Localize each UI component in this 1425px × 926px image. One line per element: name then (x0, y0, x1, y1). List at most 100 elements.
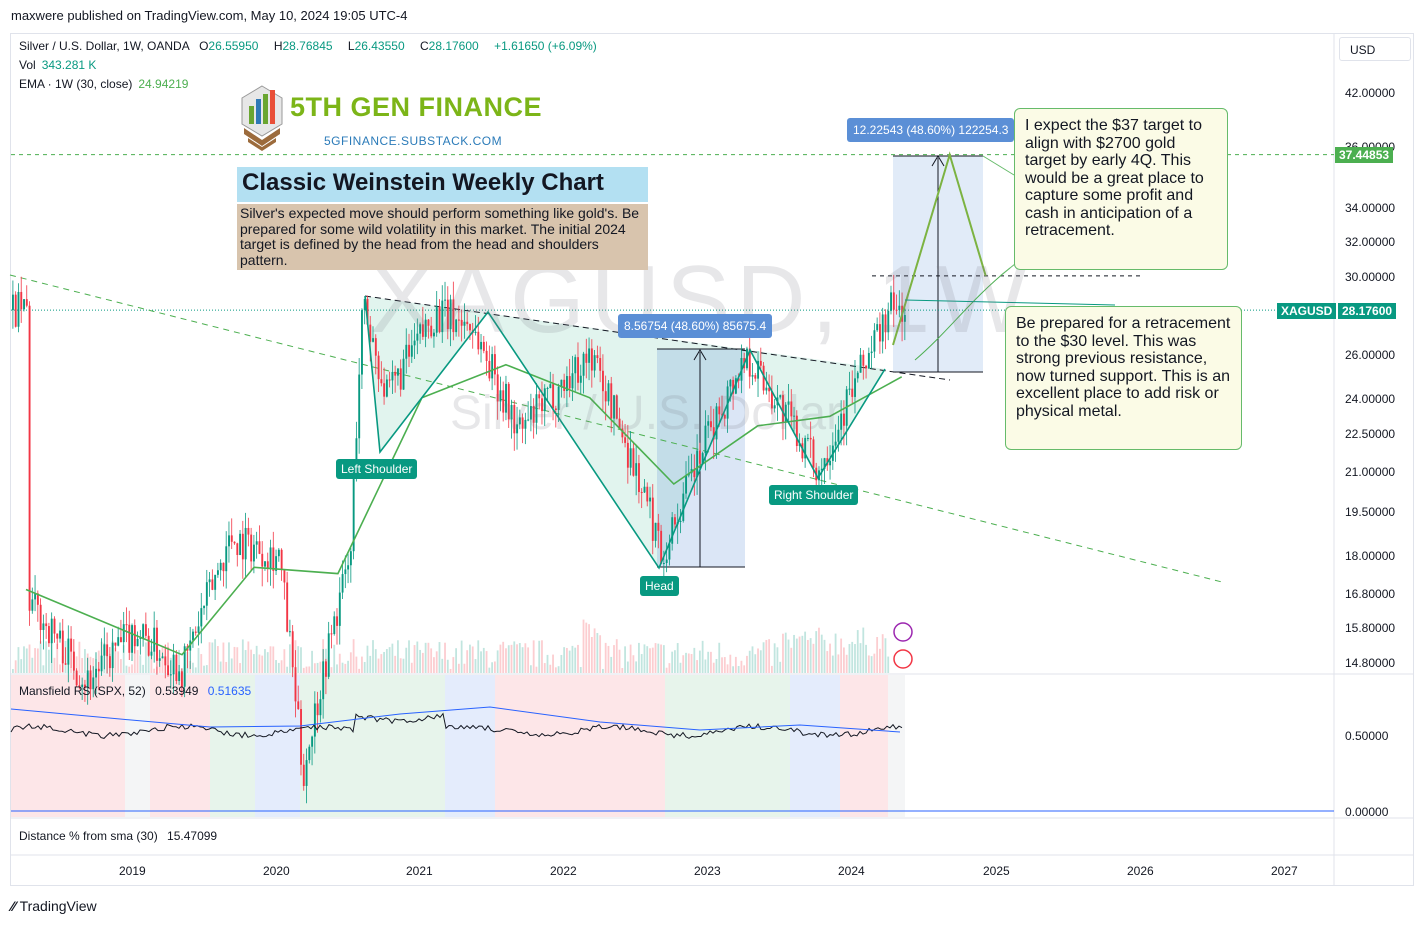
volume-bar (20, 659, 23, 673)
volume-bar (665, 667, 668, 673)
rs-zone-band (790, 675, 840, 817)
volume-bar (851, 641, 854, 673)
candle-body (665, 559, 668, 564)
label-right-shoulder[interactable]: Right Shoulder (769, 485, 859, 505)
volume-bar (446, 659, 449, 673)
candle-body (765, 387, 768, 391)
candle-body (269, 547, 272, 569)
volume-bar (887, 656, 890, 673)
candle-body (812, 439, 815, 468)
volume-bar (385, 649, 388, 673)
description-box[interactable]: Silver's expected move should perform so… (237, 204, 648, 270)
candle-body (103, 644, 106, 656)
candle-body (12, 294, 14, 311)
volume-bar (862, 627, 865, 673)
measure-arrowhead (693, 349, 707, 361)
candle-body (474, 331, 477, 334)
candle-body (477, 331, 480, 350)
candle-body (535, 394, 538, 423)
volume-bar (662, 645, 665, 673)
symbol-name: Silver / U.S. Dollar, 1W, OANDA (19, 39, 190, 53)
ema-legend[interactable]: EMA · 1W (30, close) 24.94219 (19, 77, 194, 91)
candle-body (779, 395, 782, 398)
volume-bar (142, 664, 144, 673)
volume-bar (480, 651, 482, 673)
candle-body (438, 306, 441, 333)
volume-bar (685, 652, 687, 673)
candle-body (524, 419, 527, 429)
candle-body (42, 623, 45, 630)
volume-bar (507, 645, 510, 673)
volume-bar (216, 646, 219, 673)
candle-body (100, 655, 103, 672)
rs-zone-band (888, 675, 905, 817)
candle-body (674, 517, 676, 525)
label-left-shoulder[interactable]: Left Shoulder (336, 459, 418, 479)
volume-bar (787, 639, 790, 673)
volume-bar (657, 643, 660, 673)
tradingview-footer[interactable]: ⁄⁄ TradingView (11, 898, 97, 914)
measure-label-head[interactable]: 8.56754 (48.60%) 85675.4 (618, 314, 773, 338)
candle-body (250, 534, 253, 562)
candle-body (70, 638, 73, 652)
volume-bar (308, 666, 311, 673)
candle-body (898, 305, 901, 310)
rs-zone-band (560, 675, 620, 817)
candle-body (244, 527, 247, 560)
candle-body (194, 631, 197, 633)
candle-body (768, 387, 771, 392)
candle-body (366, 298, 369, 325)
candle-body (36, 593, 39, 605)
chart-title-box[interactable]: Classic Weinstein Weekly Chart (237, 167, 648, 202)
volume-bar (873, 653, 876, 673)
symbol-legend[interactable]: Silver / U.S. Dollar, 1W, OANDA O26.5595… (19, 39, 603, 53)
candle-body (383, 383, 386, 397)
candle-body (543, 388, 546, 412)
open-label: O (199, 39, 209, 53)
candle-body (78, 685, 81, 688)
label-head[interactable]: Head (640, 576, 679, 596)
note-top[interactable]: I expect the $37 target to align with $2… (1014, 108, 1228, 270)
candle-body (385, 379, 388, 397)
volume-bar (266, 652, 269, 673)
currency-button[interactable]: USD (1339, 37, 1411, 61)
distance-legend[interactable]: Distance % from sma (30) 15.47099 (19, 829, 223, 843)
candle-body (158, 658, 161, 661)
candle-body (452, 299, 455, 333)
candle-body (225, 546, 228, 572)
volume-bar (748, 650, 751, 673)
candle-body (435, 306, 438, 333)
candle-body (405, 344, 408, 359)
candle-body (28, 305, 31, 611)
close-label: C (419, 39, 429, 53)
candle-body (651, 497, 654, 541)
volume-bar (330, 667, 333, 673)
candle-body (164, 656, 167, 666)
volume-bar (820, 634, 823, 673)
volume-bar (690, 654, 693, 673)
candle-body (136, 638, 139, 647)
candle-body (419, 324, 422, 334)
volume-bar (806, 639, 809, 673)
volume-bar (643, 644, 646, 673)
volume-value: 343.281 K (41, 58, 97, 72)
mansfield-legend[interactable]: Mansfield RS (SPX, 52) 0.53949 0.51635 (19, 684, 257, 698)
volume-bar (881, 634, 884, 673)
candle-body (903, 315, 906, 322)
candle-body (646, 486, 649, 502)
volume-legend[interactable]: Vol 343.281 K (19, 58, 102, 72)
low-label: L (347, 39, 355, 53)
candle-body (660, 530, 663, 564)
volume-bar (333, 644, 336, 673)
note-bottom[interactable]: Be prepared for a retracement to the $30… (1005, 306, 1242, 450)
volume-bar (876, 637, 879, 673)
candle-body (638, 463, 640, 493)
measure-label-target[interactable]: 12.22543 (48.60%) 122254.3 (847, 118, 1015, 142)
candle-body (408, 344, 411, 357)
candle-body (527, 419, 530, 421)
candle-body (197, 626, 200, 633)
volume-bar (574, 647, 577, 673)
candle-body (111, 642, 114, 669)
candle-body (560, 379, 563, 387)
